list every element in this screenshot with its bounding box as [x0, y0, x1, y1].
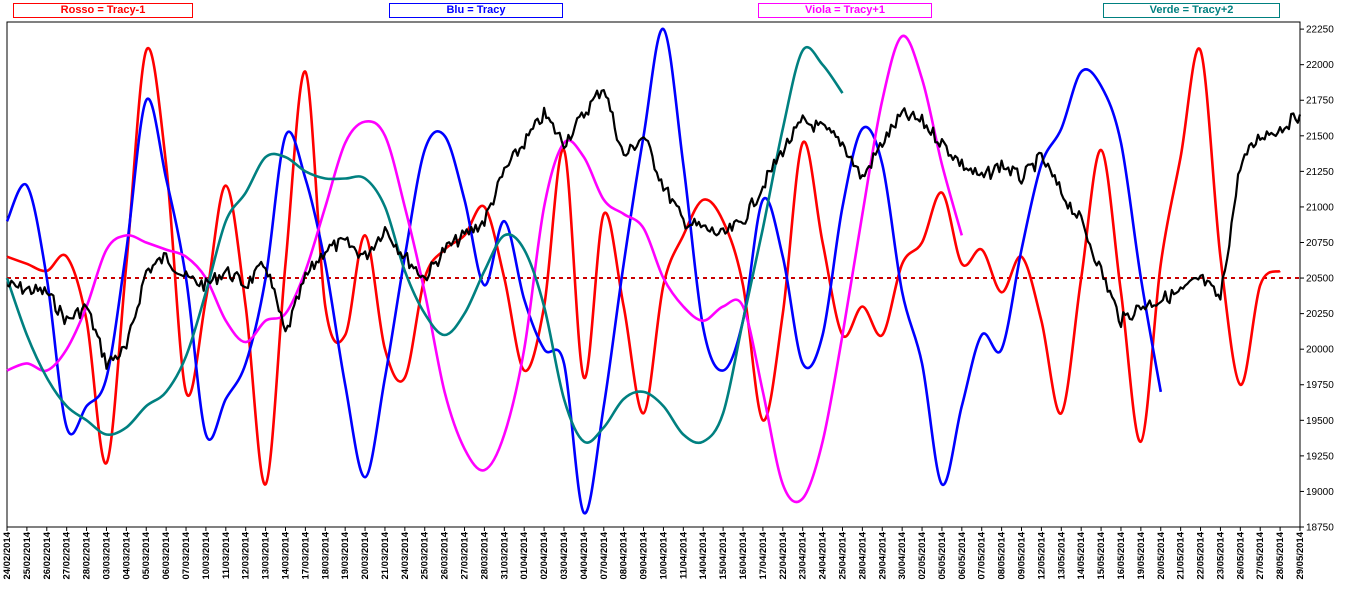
x-tick-label: 11/03/2014: [221, 531, 232, 579]
legend-viola: Viola = Tracy+1: [758, 3, 932, 18]
plot-area: [6, 21, 1301, 528]
x-tick-label: 16/04/2014: [738, 531, 749, 579]
x-tick-label: 25/02/2014: [22, 531, 33, 579]
y-tick-label: 19500: [1306, 416, 1334, 427]
x-tick-label: 25/03/2014: [420, 531, 431, 579]
x-tick-label: 05/05/2014: [937, 531, 948, 579]
x-tick-label: 24/02/2014: [2, 531, 13, 579]
x-tick-label: 31/03/2014: [499, 531, 510, 579]
x-tick-label: 04/04/2014: [579, 531, 590, 579]
series-line-0: [6, 89, 1302, 370]
y-tick-label: 19000: [1306, 487, 1334, 498]
x-tick-label: 28/05/2014: [1275, 531, 1286, 579]
series-line-1: [6, 46, 1281, 486]
x-tick-label: 08/04/2014: [619, 531, 630, 579]
x-tick-label: 17/04/2014: [758, 531, 769, 579]
x-tick-label: 19/03/2014: [340, 531, 351, 579]
x-tick-label: 19/05/2014: [1136, 531, 1147, 579]
y-tick-label: 21750: [1306, 96, 1334, 107]
x-tick-label: 20/05/2014: [1156, 531, 1167, 579]
x-tick-label: 21/03/2014: [380, 531, 391, 579]
x-tick-label: 10/04/2014: [658, 531, 669, 579]
x-tick-label: 09/05/2014: [1017, 531, 1028, 579]
x-tick-label: 10/03/2014: [201, 531, 212, 579]
x-tick-label: 22/05/2014: [1196, 531, 1207, 579]
x-tick-label: 16/05/2014: [1116, 531, 1127, 579]
x-tick-label: 28/03/2014: [479, 531, 490, 579]
x-tick-label: 11/04/2014: [678, 531, 689, 579]
x-tick-label: 09/04/2014: [639, 531, 650, 579]
y-tick-label: 21500: [1306, 131, 1334, 142]
x-tick-label: 24/03/2014: [400, 531, 411, 579]
y-tick-label: 21250: [1306, 167, 1334, 178]
x-tick-label: 07/05/2014: [977, 531, 988, 579]
x-tick-label: 14/04/2014: [698, 531, 709, 579]
x-tick-label: 21/05/2014: [1176, 531, 1187, 579]
x-tick-label: 30/04/2014: [897, 531, 908, 579]
y-tick-label: 18750: [1306, 523, 1334, 534]
y-tick-label: 20000: [1306, 345, 1334, 356]
x-tick-label: 12/03/2014: [241, 531, 252, 579]
series-line-3: [6, 34, 964, 504]
x-tick-label: 06/05/2014: [957, 531, 968, 579]
x-tick-label: 17/03/2014: [300, 531, 311, 579]
x-tick-label: 04/03/2014: [121, 531, 132, 579]
x-tick-label: 23/04/2014: [798, 531, 809, 579]
x-tick-label: 27/02/2014: [62, 531, 73, 579]
x-tick-label: 14/03/2014: [280, 531, 291, 579]
legend-blu: Blu = Tracy: [389, 3, 563, 18]
y-tick-label: 22000: [1306, 60, 1334, 71]
x-tick-label: 03/03/2014: [101, 531, 112, 579]
x-tick-label: 12/05/2014: [1036, 531, 1047, 579]
x-tick-label: 25/04/2014: [837, 531, 848, 579]
x-tick-label: 22/04/2014: [778, 531, 789, 579]
x-tick-label: 27/05/2014: [1255, 531, 1266, 579]
x-tick-label: 28/02/2014: [82, 531, 93, 579]
y-tick-label: 20250: [1306, 309, 1334, 320]
x-tick-label: 07/03/2014: [181, 531, 192, 579]
x-tick-label: 14/05/2014: [1076, 531, 1087, 579]
y-tick-label: 22250: [1306, 25, 1334, 36]
x-tick-label: 13/03/2014: [261, 531, 272, 579]
y-tick-label: 19750: [1306, 380, 1334, 391]
x-tick-label: 06/03/2014: [161, 531, 172, 579]
x-tick-label: 05/03/2014: [141, 531, 152, 579]
series-line-4: [5, 45, 844, 445]
legend-rosso: Rosso = Tracy-1: [13, 3, 193, 18]
x-tick-label: 15/04/2014: [718, 531, 729, 579]
x-tick-label: 13/05/2014: [1056, 531, 1067, 579]
x-tick-label: 29/04/2014: [877, 531, 888, 579]
x-tick-label: 03/04/2014: [559, 531, 570, 579]
x-tick-label: 08/05/2014: [997, 531, 1008, 579]
y-tick-label: 19250: [1306, 451, 1334, 462]
x-tick-label: 23/05/2014: [1215, 531, 1226, 579]
x-tick-label: 15/05/2014: [1096, 531, 1107, 579]
x-tick-label: 26/05/2014: [1235, 531, 1246, 579]
y-tick-label: 20750: [1306, 238, 1334, 249]
x-tick-label: 26/02/2014: [42, 531, 53, 579]
x-tick-label: 27/03/2014: [460, 531, 471, 579]
x-tick-label: 28/04/2014: [857, 531, 868, 579]
x-tick-label: 26/03/2014: [440, 531, 451, 579]
x-tick-label: 01/04/2014: [519, 531, 530, 579]
legend-verde: Verde = Tracy+2: [1103, 3, 1280, 18]
series-line-2: [5, 27, 1163, 515]
x-tick-label: 20/03/2014: [360, 531, 371, 579]
y-tick-label: 21000: [1306, 202, 1334, 213]
y-tick-label: 20500: [1306, 274, 1334, 285]
x-tick-label: 29/05/2014: [1295, 531, 1306, 579]
x-tick-label: 07/04/2014: [599, 531, 610, 579]
x-tick-label: 24/04/2014: [818, 531, 829, 579]
x-tick-label: 18/03/2014: [320, 531, 331, 579]
x-tick-label: 02/05/2014: [917, 531, 928, 579]
x-tick-label: 02/04/2014: [539, 531, 550, 579]
